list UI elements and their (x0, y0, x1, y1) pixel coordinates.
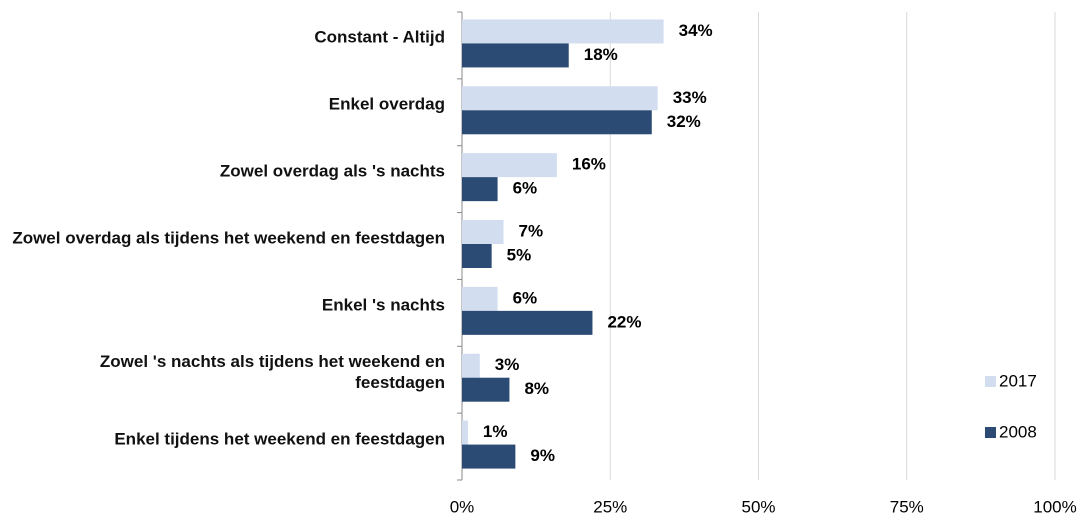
bar (462, 377, 510, 402)
bar (462, 244, 492, 268)
bar (462, 286, 498, 311)
data-label: 8% (524, 379, 549, 398)
category-label: Constant - Altijd (314, 27, 445, 47)
bar (462, 153, 557, 178)
bar (462, 310, 593, 335)
data-label: 9% (530, 446, 555, 465)
data-label: 16% (572, 155, 606, 174)
x-tick-label: 100% (1033, 497, 1076, 516)
legend-swatch (985, 427, 996, 438)
category-label: Zowel 's nachts als tijdens het weekend … (99, 351, 445, 392)
category-label: Enkel 's nachts (321, 295, 445, 315)
data-label: 7% (519, 221, 544, 240)
bar (462, 19, 664, 44)
bar (462, 444, 516, 469)
bar (462, 86, 658, 111)
bar (462, 43, 569, 68)
x-tick-label: 50% (741, 497, 775, 516)
data-label: 34% (679, 21, 713, 40)
bar (462, 110, 652, 135)
data-label: 22% (607, 312, 641, 331)
data-label: 5% (507, 245, 532, 264)
data-label: 6% (513, 288, 538, 307)
category-label: Zowel overdag als tijdens het weekend en… (12, 228, 445, 248)
data-label: 3% (495, 355, 520, 374)
category-label: Zowel overdag als 's nachts (219, 161, 445, 181)
bar (462, 177, 498, 202)
bar (462, 353, 480, 378)
legend-label: 2008 (999, 422, 1037, 441)
x-tick-label: 75% (890, 497, 924, 516)
legend-label: 2017 (999, 371, 1037, 390)
legend-swatch (985, 376, 996, 387)
data-label: 18% (584, 45, 618, 64)
data-label: 33% (673, 88, 707, 107)
bar (462, 220, 504, 244)
data-label: 6% (513, 179, 538, 198)
x-tick-label: 25% (593, 497, 627, 516)
category-label: Enkel overdag (328, 94, 445, 114)
category-label: Enkel tijdens het weekend en feestdagen (114, 429, 445, 449)
bar (462, 420, 468, 445)
data-label: 32% (667, 112, 701, 131)
x-tick-label: 0% (450, 497, 475, 516)
data-label: 1% (483, 422, 508, 441)
